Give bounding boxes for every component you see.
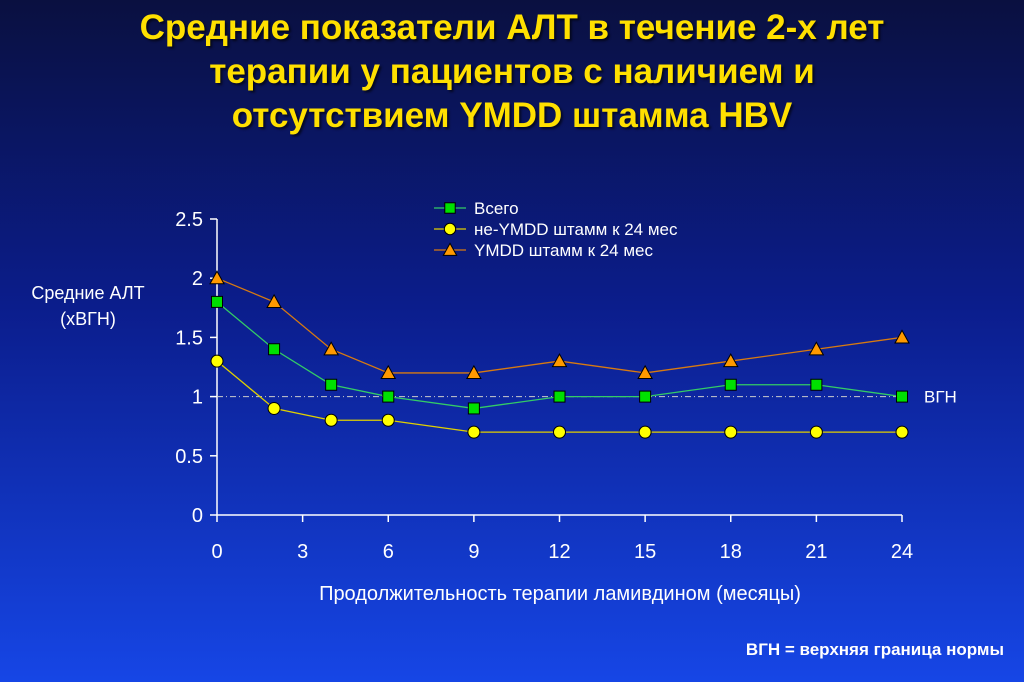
series-3-point: [637, 364, 653, 380]
x-tick-label: 9: [468, 541, 479, 563]
series-1-point: [382, 390, 395, 403]
x-tick-label: 6: [383, 541, 394, 563]
series-3-point: [894, 329, 910, 344]
title-line-1: Средние показатели АЛТ в течение 2-х лет: [139, 8, 885, 47]
x-tick-label: 0: [211, 541, 222, 563]
series-3-point: [722, 353, 739, 368]
y-tick-label: 1: [192, 387, 203, 409]
series-3-point: [209, 270, 225, 285]
series-2-point: [467, 425, 481, 439]
x-tick-label: 18: [720, 541, 742, 563]
series-3-point: [380, 364, 397, 380]
series-2-point: [381, 413, 395, 427]
series-3-point: [466, 364, 482, 380]
legend-marker-2: [443, 222, 457, 236]
series-2-point: [895, 425, 909, 439]
series-2-point: [553, 425, 566, 439]
series-1-point: [325, 378, 338, 391]
legend-marker-3: [442, 242, 458, 256]
series-1-point: [467, 402, 480, 415]
y-axis-label: Средние АЛТ (хВГН): [8, 280, 168, 332]
footnote: ВГН = верхняя граница нормы: [745, 640, 1004, 659]
title-line-3: отсутствием YMDD штамма HBV: [231, 96, 793, 135]
y-axis-label-line-1: Средние АЛТ: [31, 283, 145, 303]
y-tick-label: 2.5: [175, 209, 203, 231]
series-line-2: [216, 360, 902, 433]
legend-label-2: не-YMDD штамм к 24 мес: [474, 220, 678, 239]
series-3-point: [323, 341, 340, 356]
series-2-point: [267, 401, 281, 415]
series-2-point: [638, 425, 652, 439]
y-tick-label: 0: [192, 505, 203, 527]
y-tick-label: 2: [192, 268, 203, 290]
x-tick-label: 24: [891, 541, 913, 563]
series-2-point: [809, 425, 823, 439]
series-1-point: [268, 343, 281, 356]
legend-label-1: Всего: [474, 199, 519, 218]
x-tick-label: 15: [634, 541, 656, 563]
x-tick-label: 3: [297, 541, 308, 563]
x-tick-label: 12: [548, 541, 570, 563]
series-2-point: [210, 354, 224, 368]
series-line-3: [216, 277, 903, 374]
series-2-point: [324, 413, 338, 427]
series-3-point: [808, 341, 825, 356]
title-line-2: терапии у пациентов с наличием и: [209, 52, 815, 91]
series-1-point: [896, 390, 908, 403]
legend-label-3: YMDD штамм к 24 мес: [474, 241, 653, 260]
y-axis-label-line-2: (хВГН): [60, 309, 116, 329]
x-tick-label: 21: [805, 541, 827, 563]
y-tick-label: 0.5: [175, 446, 203, 468]
uln-reference-label: ВГН: [924, 388, 957, 407]
page-title: Средние показатели АЛТ в течение 2-х лет…: [0, 6, 1024, 138]
series-2-point: [724, 425, 738, 439]
series-1-point: [724, 378, 737, 391]
series-line-1: [216, 301, 903, 410]
x-axis-label: Продолжительность терапии ламивдином (ме…: [319, 583, 801, 605]
series-1-point: [553, 390, 566, 403]
series-1-point: [639, 390, 652, 403]
series-1-point: [810, 378, 823, 391]
series-3-point: [551, 353, 568, 368]
series-1-point: [211, 295, 223, 308]
y-tick-label: 1.5: [175, 327, 203, 349]
series-3-point: [266, 293, 282, 308]
legend-marker-1: [444, 202, 456, 214]
